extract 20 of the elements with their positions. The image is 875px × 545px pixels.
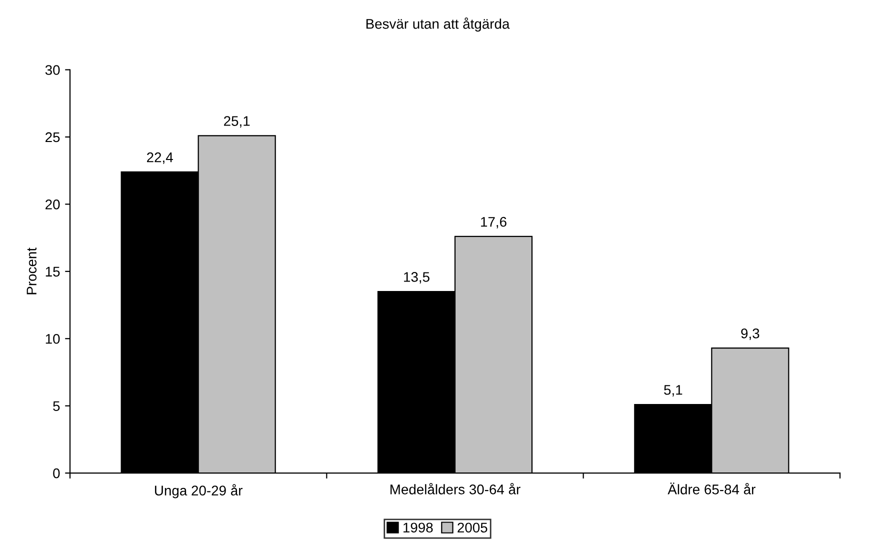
y-tick-label: 30 <box>45 65 60 75</box>
data-label: 5,1 <box>664 385 682 396</box>
y-tick-label: 5 <box>53 401 60 412</box>
legend-label: 1998 <box>404 522 433 533</box>
data-label: 25,1 <box>224 116 250 128</box>
data-label: 17,6 <box>481 216 506 228</box>
chart-title: Besvär utan att åtgärda <box>366 17 510 32</box>
y-tick-label: 15 <box>46 266 60 277</box>
data-label: 9,3 <box>741 328 760 340</box>
y-axis-title: Procent <box>26 248 37 294</box>
y-tick-label: 25 <box>46 132 60 142</box>
data-label: 22,4 <box>147 152 173 164</box>
y-tick-label: 0 <box>53 468 60 478</box>
y-tick-label: 20 <box>46 200 60 210</box>
legend-label: 2005 <box>458 522 488 533</box>
x-tick-label: Unga 20-29 år <box>155 484 243 498</box>
data-label: 13,5 <box>404 272 430 284</box>
x-tick-label: Äldre 65-84 år <box>668 482 756 494</box>
y-tick-label: 10 <box>46 334 60 344</box>
x-tick-label: Medelålders 30-64 år <box>390 483 520 494</box>
